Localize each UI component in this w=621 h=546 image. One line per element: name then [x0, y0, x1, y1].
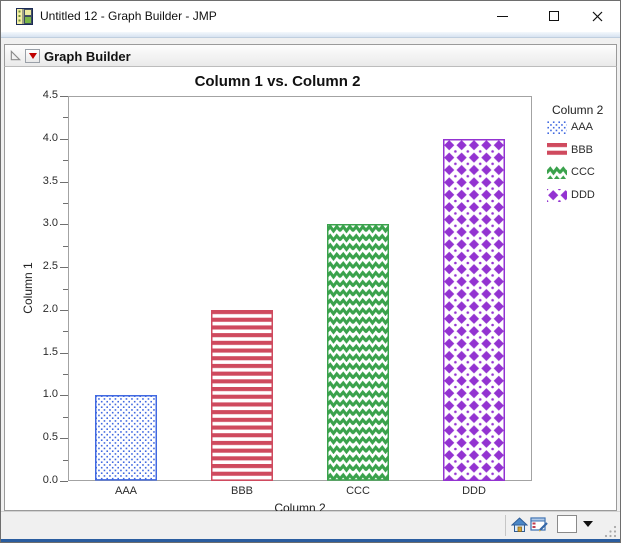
y-minor-tick: [63, 417, 68, 418]
y-major-tick: [60, 481, 68, 482]
legend-item-DDD[interactable]: DDD: [547, 188, 595, 202]
legend-swatch-AAA: [547, 121, 567, 134]
y-major-tick: [60, 182, 68, 183]
y-minor-tick: [63, 460, 68, 461]
y-major-tick: [60, 96, 68, 97]
home-icon[interactable]: [511, 517, 528, 533]
legend-label: CCC: [571, 166, 595, 178]
x-tick-label-CCC: CCC: [313, 485, 403, 497]
y-tick-label: 0.0: [22, 474, 58, 486]
color-selector-box[interactable]: [557, 515, 577, 533]
resize-grip[interactable]: [603, 524, 618, 539]
dropdown-caret-icon[interactable]: [583, 521, 593, 527]
legend-title: Column 2: [552, 103, 603, 117]
legend-item-BBB[interactable]: BBB: [547, 143, 593, 157]
y-major-tick: [60, 267, 68, 268]
y-tick-label: 1.0: [22, 388, 58, 400]
legend-label: BBB: [571, 144, 593, 156]
y-major-tick: [60, 438, 68, 439]
x-tick-label-BBB: BBB: [197, 485, 287, 497]
legend-swatch-CCC: [547, 166, 567, 179]
y-major-tick: [60, 310, 68, 311]
y-tick-label: 3.5: [22, 175, 58, 187]
y-major-tick: [60, 395, 68, 396]
legend-label: DDD: [571, 189, 595, 201]
y-tick-label: 2.0: [22, 303, 58, 315]
legend-item-AAA[interactable]: AAA: [547, 120, 593, 134]
graph-area: Column 1 vs. Column 2 Column 1 Column 2 …: [0, 0, 621, 546]
y-tick-label: 2.5: [22, 260, 58, 272]
legend-swatch-DDD: [547, 189, 567, 202]
y-minor-tick: [63, 203, 68, 204]
bar-BBB[interactable]: [211, 310, 273, 481]
y-tick-label: 4.5: [22, 89, 58, 101]
statusbar-separator: [505, 515, 506, 536]
y-major-tick: [60, 139, 68, 140]
y-tick-label: 3.0: [22, 217, 58, 229]
y-major-tick: [60, 353, 68, 354]
bar-AAA[interactable]: [95, 395, 157, 481]
legend-swatch-BBB: [547, 143, 567, 156]
x-tick-label-AAA: AAA: [81, 485, 171, 497]
y-major-tick: [60, 224, 68, 225]
y-minor-tick: [63, 331, 68, 332]
y-minor-tick: [63, 289, 68, 290]
y-tick-label: 0.5: [22, 431, 58, 443]
y-minor-tick: [63, 117, 68, 118]
y-tick-label: 4.0: [22, 132, 58, 144]
bar-DDD[interactable]: [443, 139, 505, 481]
legend-label: AAA: [571, 121, 593, 133]
y-minor-tick: [63, 246, 68, 247]
window-bottom-accent: [0, 539, 621, 543]
y-tick-label: 1.5: [22, 346, 58, 358]
chart-title: Column 1 vs. Column 2: [25, 73, 530, 90]
y-minor-tick: [63, 160, 68, 161]
jmp-graph-builder-window: Untitled 12 - Graph Builder - JMP Graph …: [0, 0, 621, 546]
bar-CCC[interactable]: [327, 224, 389, 481]
x-tick-label-DDD: DDD: [429, 485, 519, 497]
y-axis-label: Column 1: [21, 238, 35, 338]
legend-item-CCC[interactable]: CCC: [547, 165, 595, 179]
data-table-icon[interactable]: [530, 516, 549, 533]
y-minor-tick: [63, 374, 68, 375]
